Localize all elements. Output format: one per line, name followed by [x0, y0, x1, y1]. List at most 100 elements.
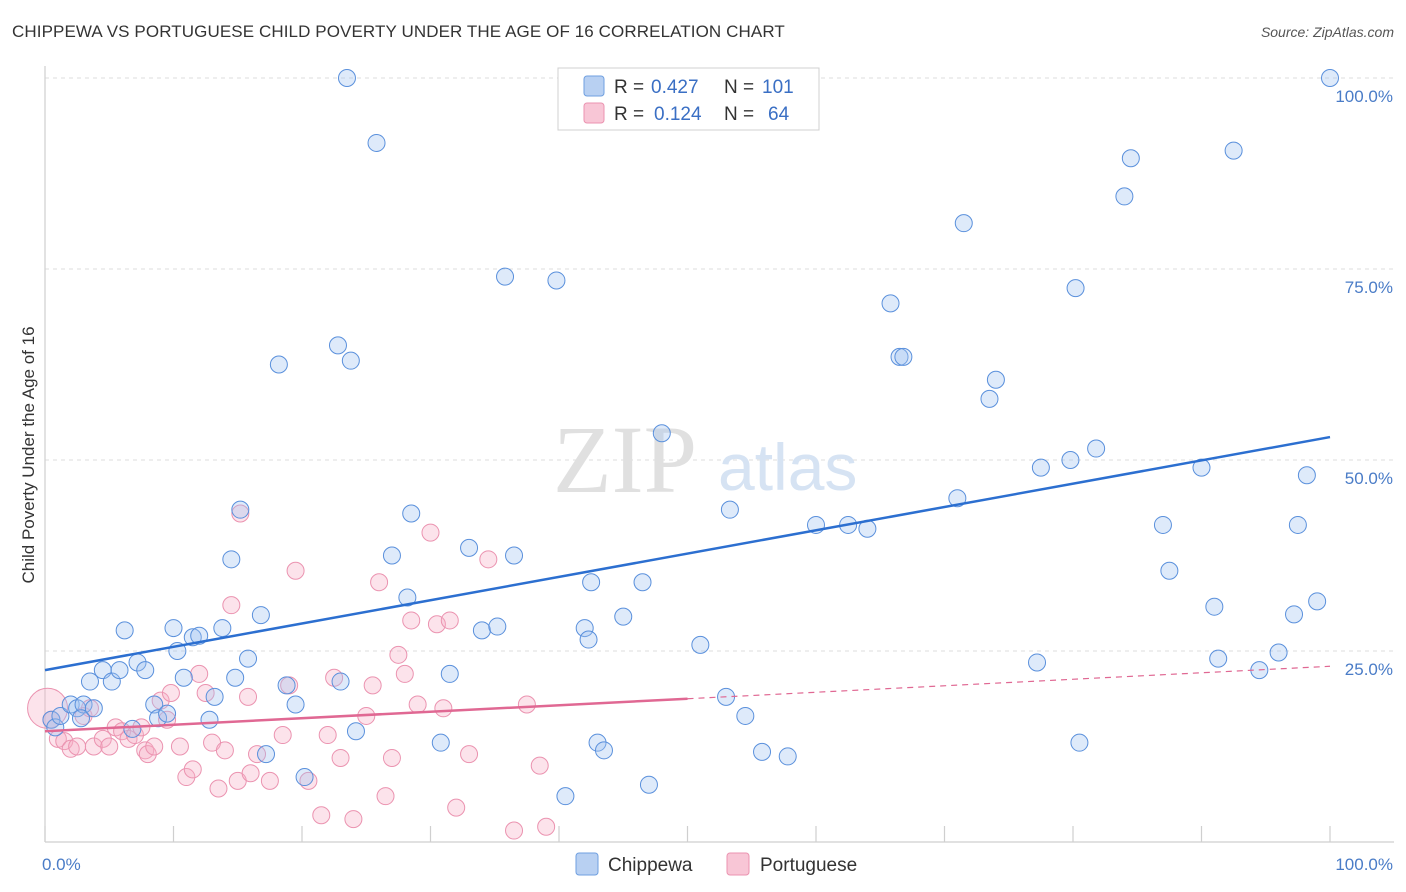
chippewa-point — [1321, 69, 1339, 87]
legend-swatch-portuguese — [583, 102, 605, 124]
portuguese-point — [215, 741, 234, 760]
chippewa-point — [691, 635, 710, 654]
chippewa-point — [123, 719, 142, 738]
portuguese-point — [447, 798, 466, 817]
chippewa-point — [894, 347, 913, 366]
chippewa-point — [472, 621, 491, 640]
source-label: Source: ZipAtlas.com — [1260, 24, 1394, 40]
chippewa-point — [547, 271, 566, 290]
chippewa-point — [986, 370, 1005, 389]
chippewa-point — [110, 661, 129, 680]
chippewa-point — [239, 649, 258, 668]
chippewa-point — [1205, 597, 1224, 616]
chippewa-point — [488, 617, 507, 636]
chippewa-point — [652, 424, 671, 443]
chippewa-point — [1066, 279, 1085, 298]
chippewa-point — [1087, 439, 1106, 458]
chippewa-point — [778, 747, 797, 766]
portuguese-trend-line — [44, 697, 688, 733]
chippewa-point — [582, 573, 601, 592]
y-tick-label: 50.0% — [1345, 469, 1393, 488]
chippewa-point — [158, 704, 177, 723]
portuguese-point — [395, 664, 414, 683]
bottom-legend-swatch-portuguese — [726, 852, 750, 876]
y-tick-labels: 25.0% 50.0% 75.0% 100.0% — [1335, 87, 1393, 679]
portuguese-point — [260, 771, 279, 790]
chippewa-point — [341, 351, 360, 370]
chippewa-point — [594, 741, 613, 760]
chippewa-point — [639, 775, 658, 794]
chippewa-point — [948, 489, 967, 508]
chippewa-point — [295, 768, 314, 787]
chippewa-point — [145, 695, 164, 714]
legend-r-value-chippewa: 0.427 — [651, 77, 699, 98]
chippewa-point — [720, 500, 739, 519]
y-tick-label: 75.0% — [1345, 278, 1393, 297]
chippewa-point — [398, 588, 417, 607]
bottom-legend-swatch-chippewa — [575, 852, 599, 876]
portuguese-points — [27, 504, 556, 840]
portuguese-point — [389, 645, 408, 664]
portuguese-point — [331, 748, 350, 767]
chippewa-point — [286, 695, 305, 714]
chippewa-point — [588, 733, 607, 752]
portuguese-point — [382, 748, 401, 767]
portuguese-point — [145, 737, 164, 756]
chippewa-point — [331, 672, 350, 691]
chippewa-point — [251, 606, 270, 625]
chippewa-point — [579, 630, 598, 649]
chippewa-point — [174, 668, 193, 687]
legend-bottom: Chippewa Portuguese — [575, 852, 857, 876]
portuguese-trend-line-extension — [687, 665, 1331, 700]
y-tick-label: 25.0% — [1345, 660, 1393, 679]
watermark-atlas: atlas — [718, 430, 857, 504]
chippewa-point — [575, 619, 594, 638]
chippewa-point — [1285, 605, 1304, 624]
portuguese-point — [138, 745, 157, 764]
chippewa-point — [190, 626, 209, 645]
portuguese-point — [183, 760, 202, 779]
portuguese-point — [177, 768, 196, 787]
portuguese-point — [537, 817, 556, 836]
chippewa-point — [1061, 451, 1080, 469]
portuguese-point — [363, 676, 382, 695]
axes — [44, 66, 1394, 843]
portuguese-point — [421, 523, 440, 542]
chippewa-point — [269, 355, 288, 374]
chippewa-point — [1224, 141, 1243, 160]
chippewa-point — [213, 619, 232, 638]
chippewa-point — [1031, 458, 1050, 477]
chart-title: CHIPPEWA VS PORTUGUESE CHILD POVERTY UND… — [12, 22, 785, 41]
portuguese-point — [27, 687, 69, 729]
y-tick-label: 100.0% — [1335, 87, 1393, 106]
chippewa-point — [890, 347, 909, 366]
chippewa-point — [633, 573, 652, 592]
portuguese-point — [370, 573, 389, 592]
chippewa-point — [1209, 649, 1228, 668]
portuguese-point — [344, 810, 363, 829]
portuguese-point — [479, 550, 498, 569]
chippewa-point — [1121, 149, 1140, 168]
watermark-zip: ZIP — [553, 406, 697, 513]
bottom-legend-label-chippewa: Chippewa — [608, 855, 693, 876]
portuguese-point — [376, 787, 395, 806]
gridlines — [45, 77, 1394, 652]
chippewa-point — [84, 699, 103, 718]
portuguese-point — [100, 737, 119, 756]
bottom-legend-label-portuguese: Portuguese — [760, 855, 857, 876]
portuguese-point — [434, 699, 453, 718]
legend-n-value-portuguese: 64 — [768, 104, 790, 125]
chippewa-point — [80, 672, 99, 691]
portuguese-point — [241, 764, 260, 783]
portuguese-point — [170, 737, 189, 756]
chippewa-point — [402, 504, 421, 523]
chippewa-point — [136, 661, 155, 680]
portuguese-point — [161, 684, 180, 703]
legend-top: R = 0.427 N = 101 R = 0.124 N = 64 — [557, 67, 820, 131]
portuguese-point — [318, 726, 337, 745]
chippewa-point — [1288, 515, 1307, 534]
chippewa-point — [736, 706, 755, 725]
x-tick-label: 0.0% — [42, 855, 81, 874]
chippewa-point — [1115, 187, 1134, 206]
